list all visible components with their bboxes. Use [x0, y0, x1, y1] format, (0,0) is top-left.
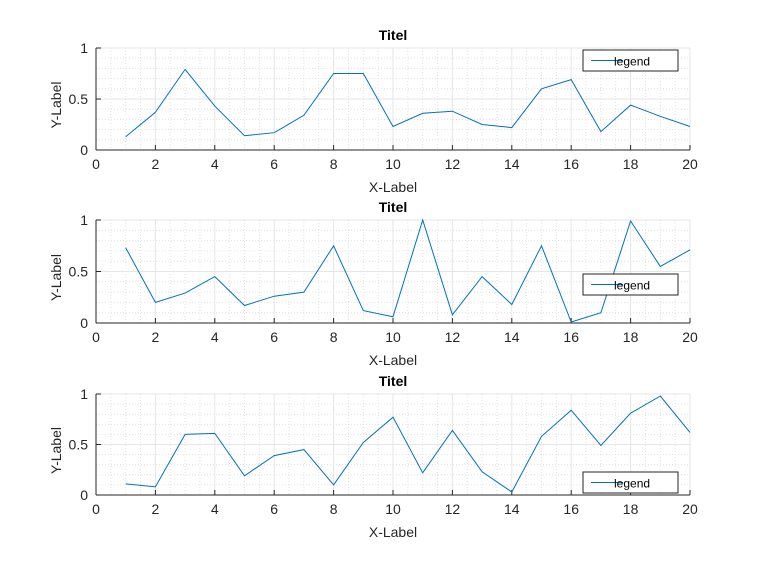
plot1-y-axis-label: Y-Label: [48, 82, 64, 129]
plot1-x-tick-label: 14: [504, 156, 520, 172]
plot3-x-tick-label: 16: [563, 501, 579, 517]
plot1-x-tick-label: 10: [385, 156, 401, 172]
plot3-legend-label: legend: [614, 477, 650, 491]
plot2-y-tick-label: 0.5: [69, 264, 89, 280]
plot3-legend-box: [582, 471, 679, 494]
plot1-legend-label: legend: [614, 55, 650, 69]
plot1-y-tick-label: 0.5: [69, 91, 89, 107]
plot2-x-tick-label: 10: [385, 329, 401, 345]
plot2-x-tick-label: 20: [682, 329, 698, 345]
plot3-title: Titel: [379, 373, 408, 389]
plot2-y-tick-label: 0: [80, 315, 88, 331]
plot3-y-tick-label: 0.5: [69, 437, 89, 453]
plot3-x-axis-label: X-Label: [369, 524, 417, 540]
plot3-y-axis-label: Y-Label: [48, 427, 64, 474]
plot2-x-tick-label: 12: [445, 329, 461, 345]
plot2-legend-label: legend: [614, 279, 650, 293]
plot2-x-tick-label: 0: [92, 329, 100, 345]
plot3-x-tick-label: 6: [270, 501, 278, 517]
plot3-x-tick-label: 20: [682, 501, 698, 517]
plot2-title: Titel: [379, 199, 408, 215]
plot2-x-tick-label: 2: [152, 329, 160, 345]
plot3-x-tick-label: 2: [152, 501, 160, 517]
plot1-x-tick-label: 6: [270, 156, 278, 172]
plot1-series-line: [125, 68, 691, 138]
plot3-x-tick-label: 4: [211, 501, 219, 517]
plot2-y-tick-label: 1: [80, 212, 88, 228]
plot1-y-tick-label: 0: [80, 142, 88, 158]
plot1-title: Titel: [379, 27, 408, 43]
plot3-series-line: [125, 395, 691, 493]
plot2-x-tick-label: 18: [623, 329, 639, 345]
plot2-y-axis-label: Y-Label: [48, 254, 64, 301]
plot3-y-tick-label: 1: [80, 386, 88, 402]
plot3-x-tick-label: 14: [504, 501, 520, 517]
plot3-x-tick-label: 18: [623, 501, 639, 517]
plot1-x-axis-label: X-Label: [369, 179, 417, 195]
plot2-x-tick-label: 8: [330, 329, 338, 345]
plot3-x-tick-label: 12: [445, 501, 461, 517]
plot2-x-axis-label: X-Label: [369, 352, 417, 368]
plot1-x-tick-label: 16: [563, 156, 579, 172]
plot3-x-tick-label: 10: [385, 501, 401, 517]
plot1-x-tick-label: 2: [152, 156, 160, 172]
plot2-x-tick-label: 14: [504, 329, 520, 345]
plot1-x-tick-label: 0: [92, 156, 100, 172]
plot2-legend-box: [582, 273, 679, 296]
plot1-x-tick-label: 4: [211, 156, 219, 172]
plot1-legend-box: [582, 49, 679, 72]
plot2-x-tick-label: 6: [270, 329, 278, 345]
plot2-x-tick-label: 16: [563, 329, 579, 345]
plot1-y-tick-label: 1: [80, 40, 88, 56]
plot3-y-tick-label: 0: [80, 487, 88, 503]
plot3-x-tick-label: 8: [330, 501, 338, 517]
plot1-x-tick-label: 12: [445, 156, 461, 172]
plot1-x-tick-label: 18: [623, 156, 639, 172]
plot2-series-line: [125, 218, 691, 323]
plot1-x-tick-label: 8: [330, 156, 338, 172]
plot1-x-tick-label: 20: [682, 156, 698, 172]
plot2-x-tick-label: 4: [211, 329, 219, 345]
plot3-x-tick-label: 0: [92, 501, 100, 517]
